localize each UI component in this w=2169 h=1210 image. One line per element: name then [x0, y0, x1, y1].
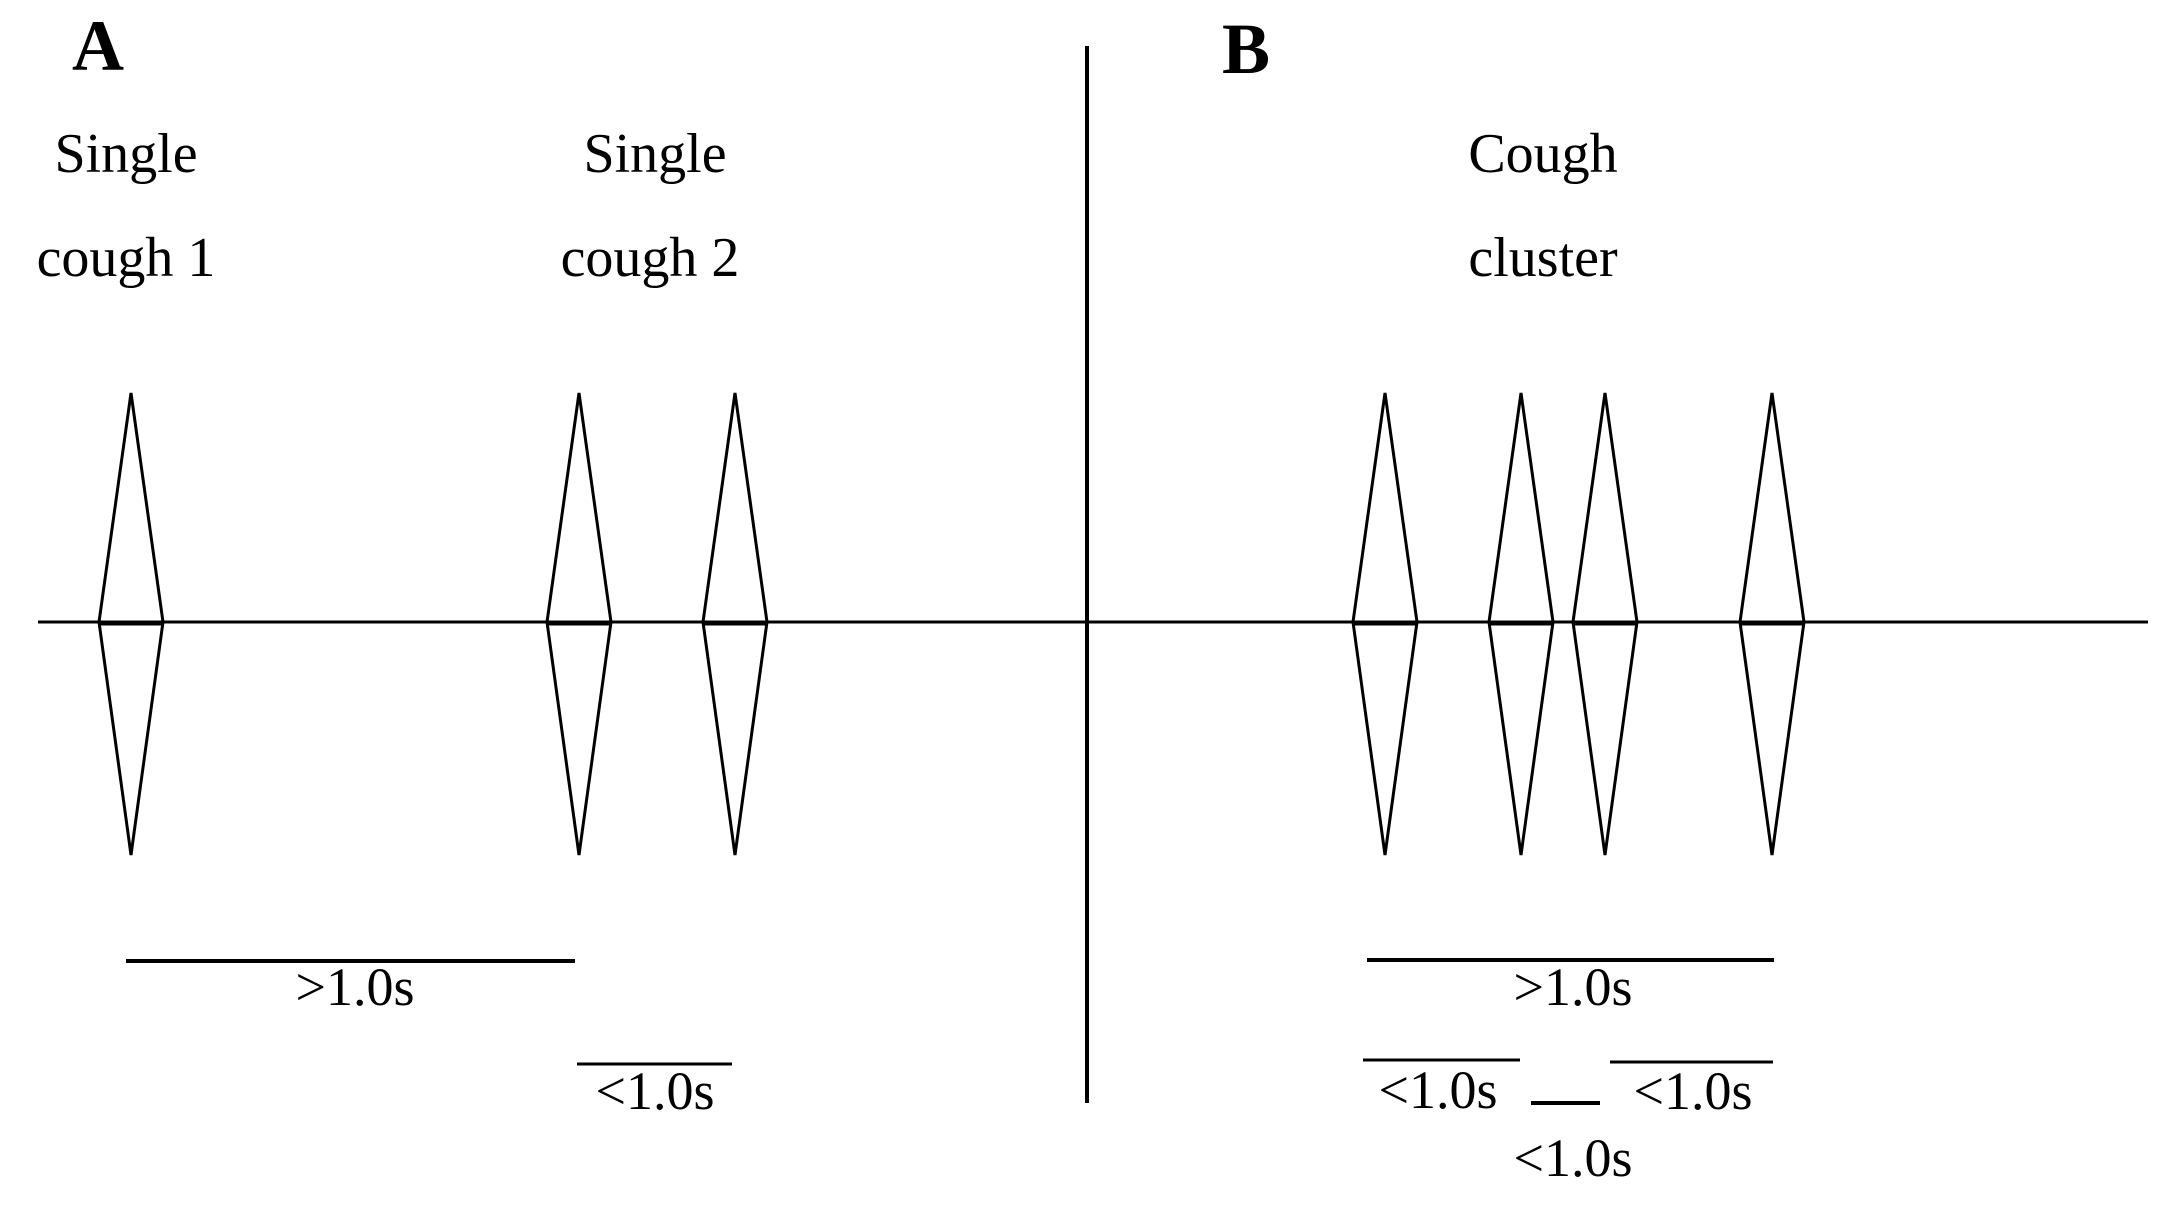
- panel-b-label: B: [1222, 9, 1270, 89]
- cough-marker: [1351, 392, 1419, 856]
- cough-marker: [1571, 392, 1639, 856]
- cough-cluster-caption-line1: Cough: [1468, 123, 1617, 185]
- interval-label-gap3-b: <1.0s: [1514, 1128, 1633, 1188]
- interval-label-total-b: >1.0s: [1514, 957, 1633, 1017]
- cough-marker: [701, 392, 769, 856]
- panel-b-cough-markers: [1351, 392, 1806, 856]
- cough-marker: [1487, 392, 1555, 856]
- panel-a-cough-markers: [97, 392, 769, 856]
- panel-a-label: A: [72, 6, 124, 86]
- interval-label-gap1-b: <1.0s: [1379, 1060, 1498, 1120]
- cough-marker: [545, 392, 613, 856]
- single-cough-2-caption-line2: cough 2: [561, 227, 740, 289]
- cough-marker: [1738, 392, 1806, 856]
- cough-cluster-caption-line2: cluster: [1468, 227, 1618, 289]
- single-cough-1-caption-line2: cough 1: [37, 227, 216, 289]
- interval-label-short-a: <1.0s: [596, 1061, 715, 1121]
- single-cough-2-caption-line1: Single: [583, 123, 726, 185]
- single-cough-1-caption-line1: Single: [54, 123, 197, 185]
- interval-label-gap2-b: <1.0s: [1634, 1061, 1753, 1121]
- interval-label-long-a: >1.0s: [296, 957, 415, 1017]
- cough-marker: [97, 392, 165, 856]
